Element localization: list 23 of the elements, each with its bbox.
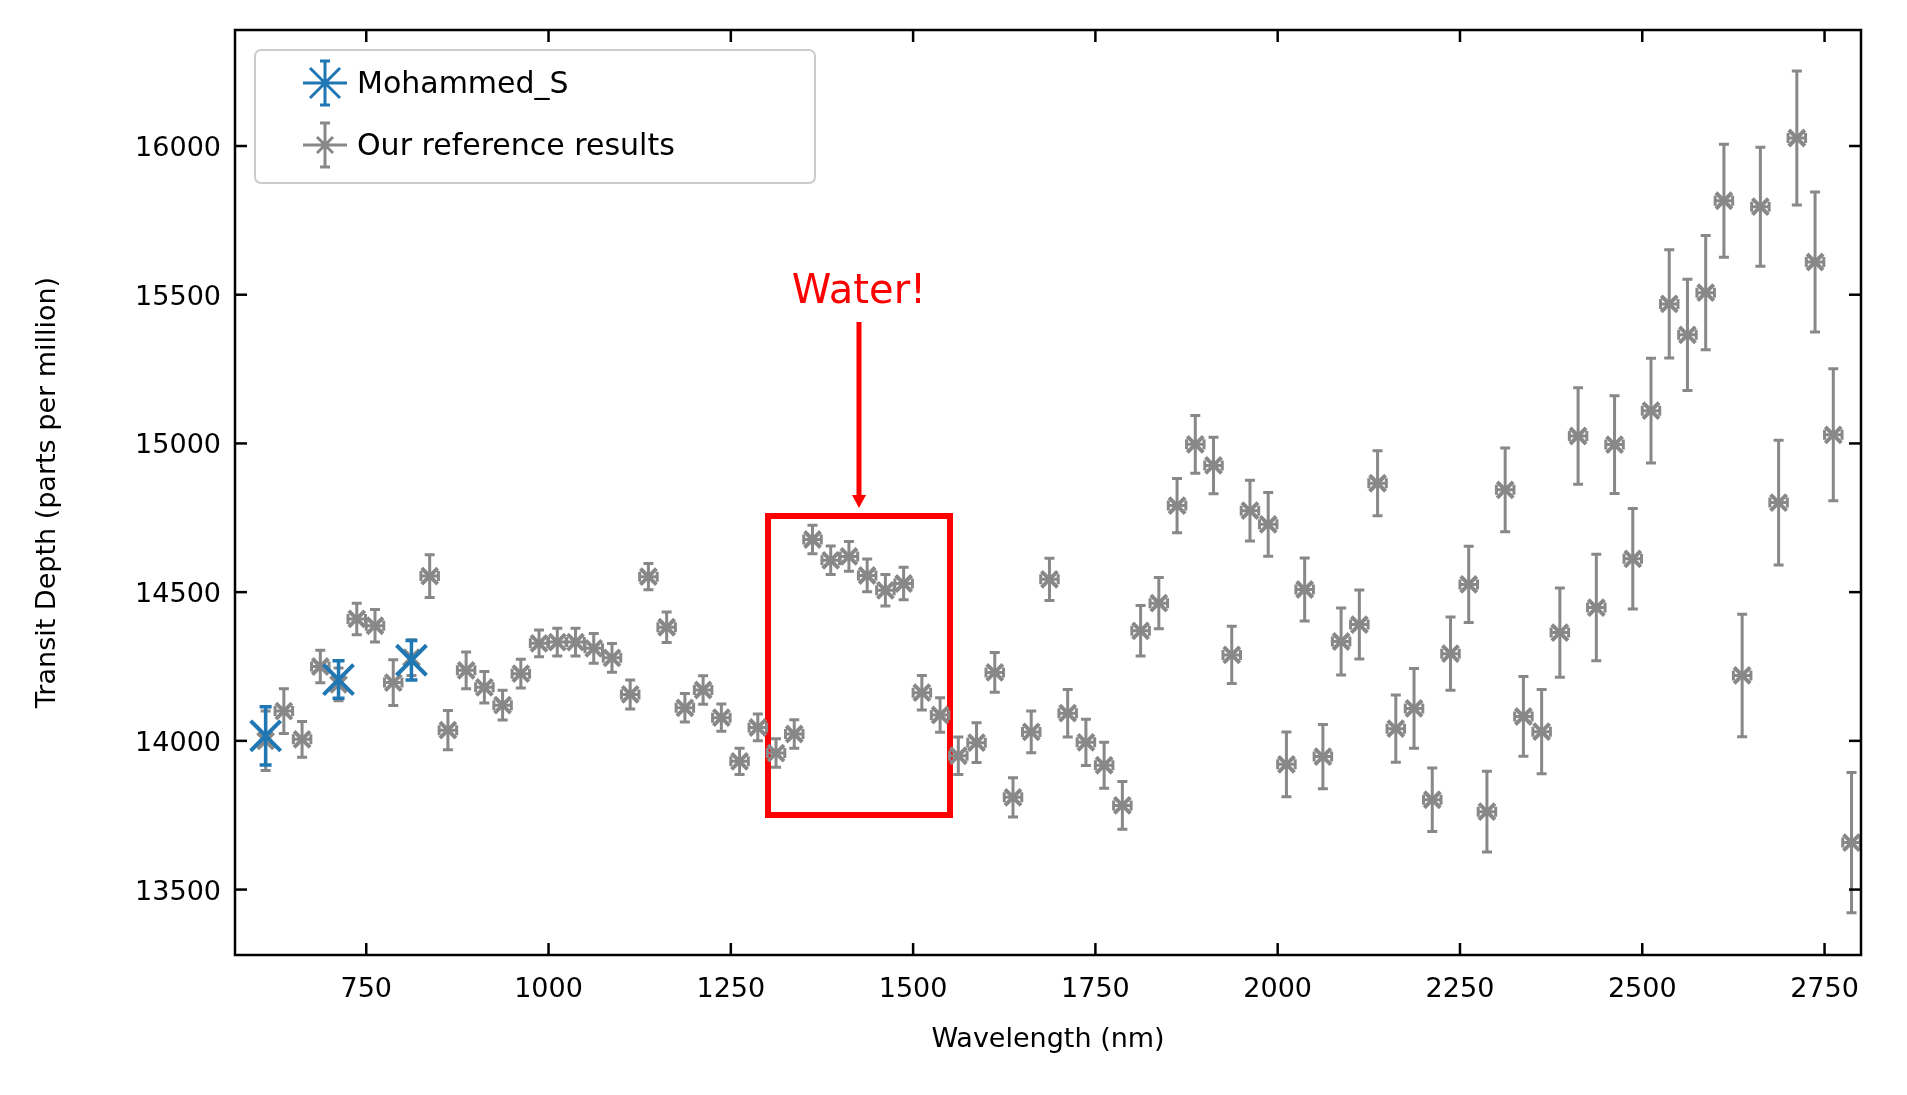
x-tick-label: 1250 (696, 972, 766, 1003)
x-tick-label: 2750 (1790, 972, 1859, 1003)
legend-label: Mohammed_S (357, 65, 569, 100)
legend-label: Our reference results (357, 127, 675, 162)
y-axis-title: Transit Depth (parts per million) (30, 276, 61, 710)
x-axis-title: Wavelength (nm) (931, 1022, 1165, 1053)
x-tick-label: 2000 (1243, 972, 1313, 1003)
y-tick-label: 15500 (135, 279, 221, 311)
point (248, 718, 283, 753)
x-tick-label: 750 (340, 972, 393, 1003)
x-tick-label: 1000 (514, 972, 583, 1003)
x-tick-label: 1750 (1061, 972, 1130, 1003)
x-tick-label: 2250 (1425, 972, 1495, 1003)
y-tick-label: 13500 (135, 874, 221, 906)
y-tick-label: 15000 (135, 428, 221, 460)
x-tick-label: 2500 (1607, 972, 1677, 1003)
y-tick-label: 16000 (135, 131, 221, 162)
annotation: Water! (791, 266, 927, 312)
point (321, 662, 356, 697)
y-tick-label: 14000 (135, 725, 221, 757)
y-tick-label: 14500 (135, 577, 221, 609)
point (394, 643, 429, 678)
x-tick-label: 1500 (878, 972, 948, 1003)
